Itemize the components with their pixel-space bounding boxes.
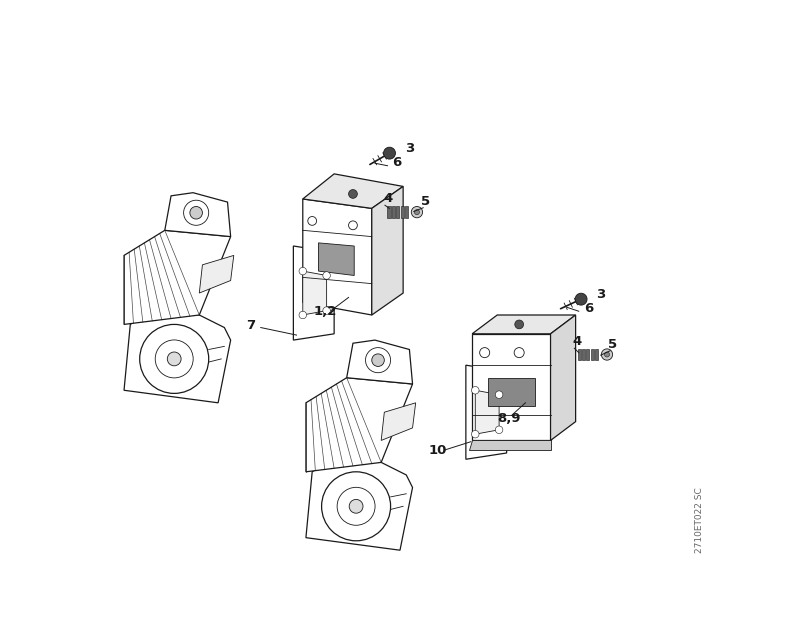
Bar	[586, 349, 590, 360]
Circle shape	[414, 210, 419, 215]
Text: 4: 4	[383, 192, 392, 205]
Bar	[595, 349, 598, 360]
Circle shape	[383, 147, 395, 159]
Polygon shape	[318, 243, 354, 275]
Circle shape	[605, 352, 610, 357]
Polygon shape	[302, 271, 326, 315]
Polygon shape	[294, 246, 334, 340]
Polygon shape	[472, 315, 576, 334]
Text: 10: 10	[428, 444, 446, 457]
Circle shape	[471, 430, 479, 438]
Circle shape	[411, 207, 422, 218]
Text: 6: 6	[584, 302, 593, 316]
Bar	[578, 349, 581, 360]
Circle shape	[322, 472, 390, 541]
Polygon shape	[469, 440, 550, 450]
Circle shape	[140, 324, 209, 393]
Circle shape	[495, 426, 503, 433]
Circle shape	[480, 348, 490, 358]
Circle shape	[514, 320, 523, 329]
Circle shape	[299, 267, 306, 275]
Bar	[405, 207, 408, 218]
Circle shape	[184, 200, 209, 226]
Polygon shape	[306, 378, 413, 472]
Text: 7: 7	[246, 319, 255, 332]
Circle shape	[349, 500, 363, 513]
Polygon shape	[372, 186, 403, 315]
Polygon shape	[466, 365, 506, 459]
Circle shape	[471, 386, 479, 394]
Polygon shape	[199, 255, 234, 293]
Circle shape	[366, 348, 390, 373]
Bar	[387, 207, 390, 218]
Bar	[401, 207, 404, 218]
Text: 1,2: 1,2	[314, 305, 337, 318]
Polygon shape	[124, 309, 230, 403]
Circle shape	[349, 190, 358, 198]
Circle shape	[323, 272, 330, 279]
Polygon shape	[302, 199, 372, 315]
Circle shape	[190, 207, 202, 219]
Circle shape	[575, 293, 587, 305]
Text: 3: 3	[596, 288, 605, 301]
Bar	[392, 207, 395, 218]
Circle shape	[299, 311, 306, 319]
Text: 4: 4	[573, 335, 582, 348]
Circle shape	[349, 221, 358, 230]
Circle shape	[495, 391, 503, 398]
Circle shape	[323, 307, 330, 314]
Text: 6: 6	[393, 156, 402, 169]
Text: 3: 3	[405, 142, 414, 155]
Text: 5: 5	[422, 195, 430, 208]
Polygon shape	[346, 340, 413, 384]
Circle shape	[167, 352, 181, 366]
Polygon shape	[472, 334, 550, 440]
Circle shape	[155, 340, 193, 378]
Bar	[396, 207, 399, 218]
Polygon shape	[488, 378, 535, 406]
Bar	[590, 349, 594, 360]
Circle shape	[337, 488, 375, 525]
Text: 8,9: 8,9	[498, 411, 521, 425]
Polygon shape	[381, 403, 416, 440]
Circle shape	[308, 217, 317, 226]
Circle shape	[602, 349, 613, 360]
Circle shape	[514, 348, 524, 358]
Polygon shape	[550, 315, 576, 440]
Bar	[582, 349, 585, 360]
Polygon shape	[475, 390, 499, 434]
Polygon shape	[302, 174, 403, 209]
Polygon shape	[124, 231, 230, 324]
Text: 5: 5	[608, 338, 618, 351]
Circle shape	[372, 354, 384, 367]
Polygon shape	[165, 193, 230, 237]
Polygon shape	[306, 456, 413, 550]
Text: 2710ET022 SC: 2710ET022 SC	[695, 488, 704, 553]
